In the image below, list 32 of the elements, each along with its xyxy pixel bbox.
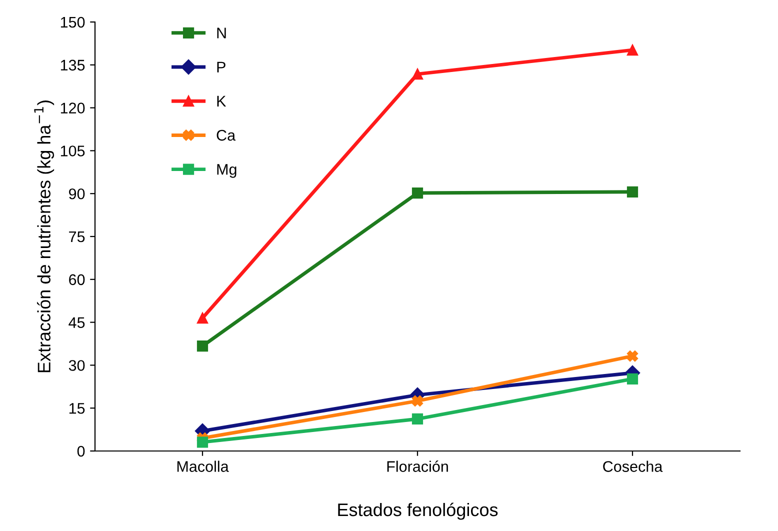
point (196, 312, 208, 324)
point (196, 340, 208, 352)
point (412, 187, 424, 199)
point (196, 436, 208, 448)
y-tick-label: 30 (68, 360, 85, 371)
y-tick-label: 45 (68, 317, 85, 328)
y-axis-title: Extracción de nutrientes (kg ha$^{−1}$) (34, 100, 54, 372)
point (626, 350, 638, 362)
legend-label: P (217, 62, 226, 72)
x-axis-title: Estados fenológicos (338, 502, 498, 520)
y-tick-label: 90 (69, 188, 85, 200)
x-tick-label: Macolla (177, 460, 229, 472)
legend-label: Ca (216, 130, 236, 141)
point (626, 44, 638, 56)
y-tick-label: 105 (60, 146, 85, 156)
point (626, 373, 638, 384)
point (412, 395, 424, 407)
legend-label: K (217, 96, 226, 106)
y-tick-label: 60 (69, 274, 85, 286)
y-tick-label: 120 (60, 102, 85, 114)
y-tick-label: 135 (60, 60, 85, 71)
y-tick-label: 75 (69, 232, 85, 242)
x-tick-label: Floración (387, 460, 448, 472)
point (412, 68, 424, 80)
y-tick-label: 0 (77, 446, 85, 457)
y-tick-label: 150 (60, 16, 85, 28)
point (412, 413, 424, 425)
legend-label: Mg (217, 164, 236, 178)
x-tick-label: Cosecha (603, 460, 663, 472)
y-tick-label: 15 (69, 403, 85, 414)
legend-label: N (217, 28, 226, 38)
point (626, 186, 638, 198)
